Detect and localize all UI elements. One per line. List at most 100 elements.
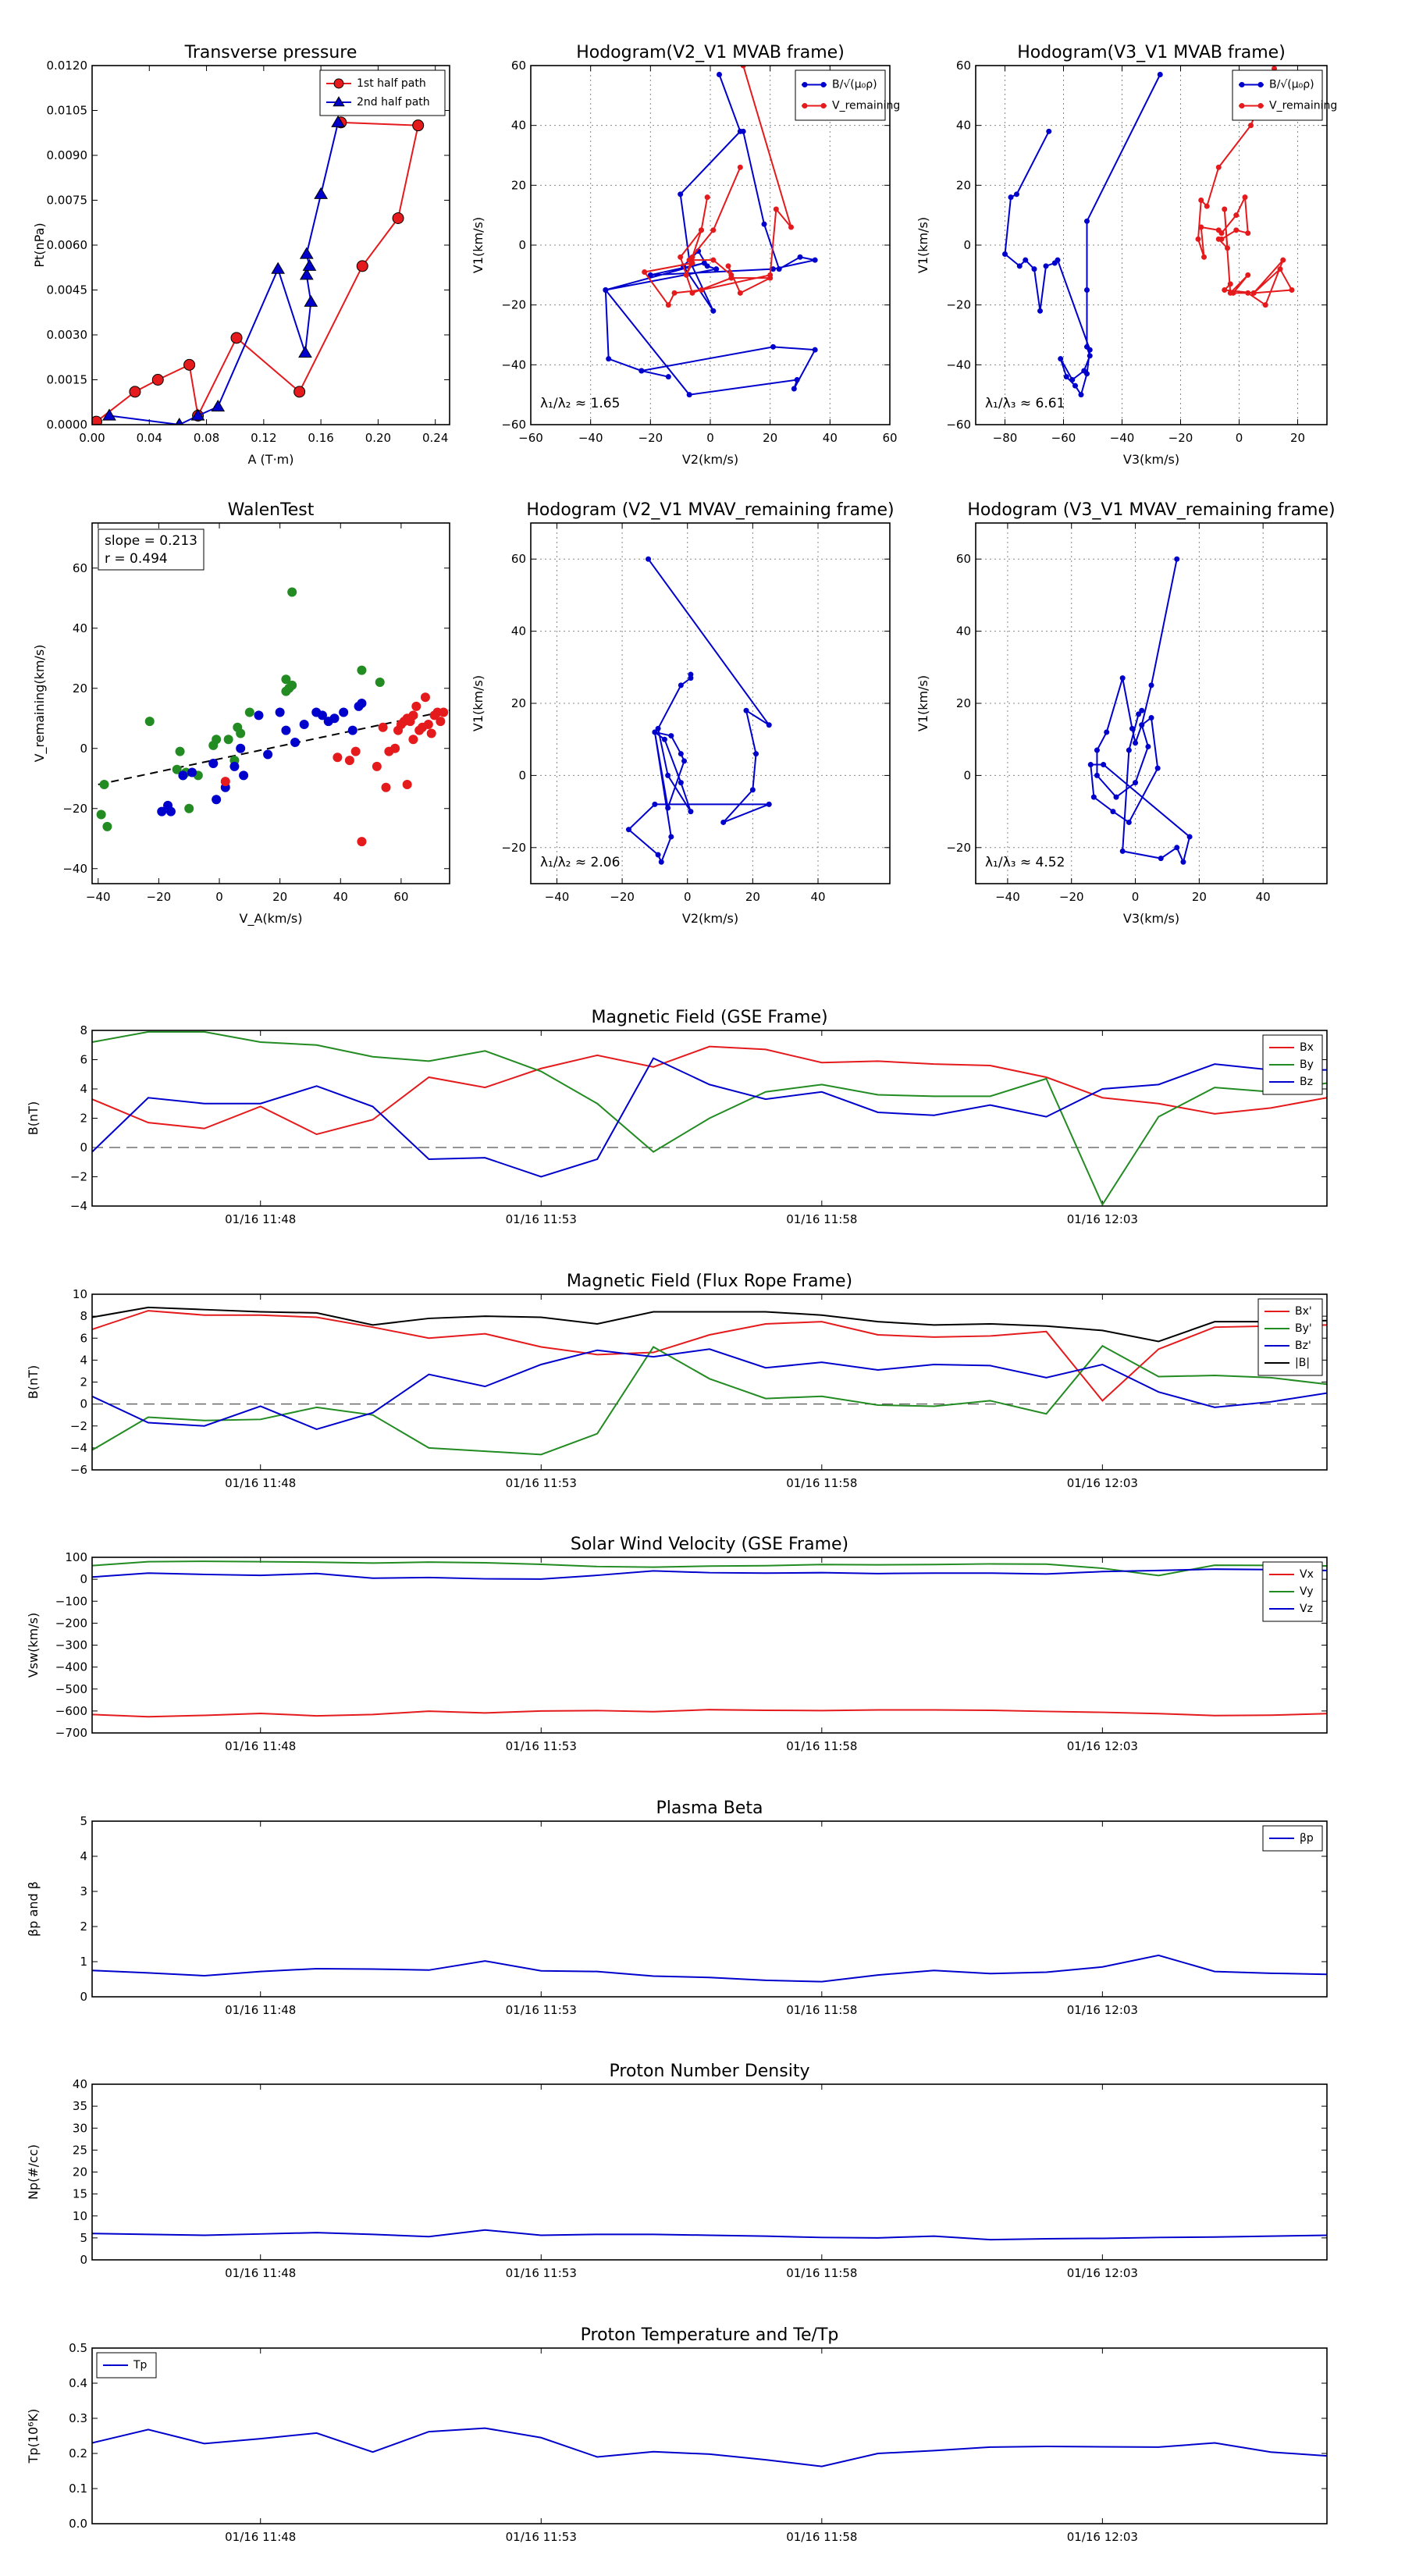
series-0-point xyxy=(1078,392,1084,398)
series-1-point xyxy=(1198,224,1204,230)
y-tick-label: −20 xyxy=(62,802,87,816)
series-1-point xyxy=(211,400,226,412)
x-axis-label: V2(km/s) xyxy=(682,452,738,467)
series-1-point xyxy=(1222,206,1228,212)
series-0-point xyxy=(1014,191,1019,197)
plot-area xyxy=(92,1306,1327,1456)
axes-frame xyxy=(975,522,1328,884)
legend: Bx By Bz xyxy=(1262,1034,1323,1095)
axes-frame xyxy=(530,65,891,425)
y-tick-label: 30 xyxy=(73,2121,87,2135)
stats-box xyxy=(98,528,205,571)
chart-title: WalenTest xyxy=(228,500,315,520)
series-1-point xyxy=(1218,230,1225,237)
series-0-point xyxy=(668,733,674,739)
series-2-point xyxy=(402,779,412,789)
y-tick-label: 20 xyxy=(956,178,971,192)
series-line-B/√(μ₀ρ) xyxy=(1004,74,1161,397)
series-0-point xyxy=(1016,263,1023,269)
series-0-point xyxy=(661,736,667,742)
series-line-1st half path xyxy=(95,121,419,422)
legend-box xyxy=(319,69,446,116)
x-tick-label: 01/16 11:48 xyxy=(225,1739,296,1753)
y-tick-label: 0.0075 xyxy=(47,194,88,208)
series-2-point xyxy=(411,701,422,711)
series-1-point xyxy=(710,257,717,263)
x-tick-label: −20 xyxy=(638,431,663,445)
series-0-point xyxy=(812,347,818,353)
y-tick-label: 10 xyxy=(73,1287,87,1301)
x-tick-label: 01/16 11:58 xyxy=(786,2530,857,2544)
y-tick-label: 0.3 xyxy=(69,2411,87,2425)
series-0-point xyxy=(1087,762,1094,768)
legend-box xyxy=(795,69,886,121)
x-tick-label: −80 xyxy=(993,431,1018,445)
legend: Tp xyxy=(96,2352,157,2379)
legend-label: Vy xyxy=(1300,1585,1314,1598)
x-tick-label: 01/16 12:03 xyxy=(1067,2266,1138,2280)
y-tick-label: 0 xyxy=(80,1572,87,1586)
chart-hodogram-v3-v1-mvab: Hodogram(V3_V1 MVAB frame) −80 −60 −40 −20 0 2… xyxy=(916,43,1337,467)
series-0-point xyxy=(603,287,609,293)
y-tick-label: 25 xyxy=(73,2143,87,2157)
series-0-point xyxy=(1084,218,1090,224)
legend-label: Tp xyxy=(133,2359,148,2371)
y-tick-label: −20 xyxy=(946,841,971,855)
series-0-point xyxy=(665,805,671,811)
y-tick-label: 0.0030 xyxy=(47,328,88,342)
chart-title: Magnetic Field (Flux Rope Frame) xyxy=(567,1272,852,1291)
chart-title: Transverse pressure xyxy=(184,43,357,62)
series-0-point xyxy=(791,386,797,392)
y-tick-label: 60 xyxy=(956,59,971,73)
series-1-point xyxy=(704,194,710,201)
y-axis-label: V1(km/s) xyxy=(916,675,930,731)
x-tick-label: 01/16 11:48 xyxy=(225,2530,296,2544)
series-1-point xyxy=(773,206,779,212)
series-0-point xyxy=(1087,347,1093,353)
ratio-annotation: λ₁/λ₃ ≈ 4.52 xyxy=(985,855,1065,870)
y-tick-label: 20 xyxy=(511,696,526,710)
series-1-point xyxy=(165,806,176,817)
chart-proton-temperature: Proton Temperature and Te/Tp 01/16 11:48 0… xyxy=(26,2325,1328,2544)
series-1-point xyxy=(331,115,345,127)
x-tick-label: 01/16 12:03 xyxy=(1067,1476,1138,1490)
series-1-point xyxy=(357,699,367,708)
series-0-point xyxy=(1139,707,1145,713)
x-tick-label: −60 xyxy=(518,431,543,445)
y-tick-label: −40 xyxy=(62,862,87,876)
x-tick-label: 0.12 xyxy=(251,431,276,445)
y-axis-label: V1(km/s) xyxy=(471,675,486,731)
y-tick-label: 35 xyxy=(73,2099,87,2113)
series-0-point xyxy=(1148,682,1154,688)
series-1-point xyxy=(236,743,246,753)
chart-title: Plasma Beta xyxy=(656,1799,763,1818)
series-0-point xyxy=(281,674,291,685)
chart-hodogram-v3-v1-mvav: Hodogram (V3_V1 MVAV_remaining frame) −40… xyxy=(916,500,1336,926)
legend: B/√(μ₀ρ) V_remaining xyxy=(795,69,900,121)
series-0-point xyxy=(740,128,746,134)
series-0-point xyxy=(770,266,776,272)
y-tick-label: −300 xyxy=(55,1638,87,1653)
legend-label: By' xyxy=(1295,1322,1312,1335)
axes-frame xyxy=(91,522,450,884)
series-2-point xyxy=(426,728,436,738)
series-0-point xyxy=(655,852,661,858)
x-tick-label: 01/16 11:58 xyxy=(786,2266,857,2280)
series-1-point xyxy=(1233,212,1240,219)
x-tick-label: −40 xyxy=(995,890,1020,904)
y-tick-label: 1 xyxy=(80,1955,87,1969)
series-0-point xyxy=(668,834,674,840)
series-0-point xyxy=(1002,251,1008,257)
series-0-point xyxy=(1046,128,1052,134)
series-1-point xyxy=(665,302,671,308)
y-tick-label: 0 xyxy=(963,768,971,782)
y-tick-label: 60 xyxy=(511,59,526,73)
y-tick-label: 2 xyxy=(80,1920,87,1934)
series-2-point xyxy=(350,746,361,756)
series-1-point xyxy=(229,761,240,771)
series-0-point xyxy=(776,266,782,272)
series-1-point xyxy=(1227,281,1233,287)
x-tick-label: −20 xyxy=(1059,890,1084,904)
axes-frame xyxy=(91,2347,1328,2524)
